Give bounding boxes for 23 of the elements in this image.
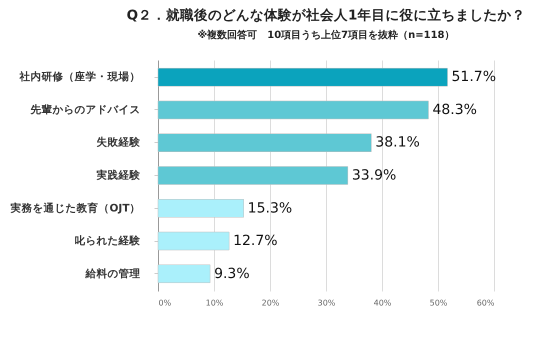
x-tick-label: 50% [430, 298, 448, 308]
y-tick-label: 失敗経験 [96, 136, 142, 149]
x-tick-label: 20% [262, 298, 280, 308]
x-tick-label: 40% [374, 298, 392, 308]
y-tick-label: 社内研修（座学・現場） [18, 70, 140, 84]
data-label: 51.7% [452, 69, 496, 86]
data-label: 48.3% [432, 102, 477, 118]
y-tick-label: 実践経験 [96, 168, 142, 182]
data-label: 9.3% [214, 266, 250, 282]
y-tick-label: 先輩からのアドバイス [30, 102, 140, 116]
x-tick-label: 10% [206, 298, 224, 308]
x-tick-label: 0% [158, 298, 172, 308]
x-tick-label: 30% [318, 298, 336, 308]
data-label: 33.9% [352, 168, 396, 184]
y-tick-label: 叱られた経験 [74, 234, 142, 248]
data-label: 15.3% [248, 200, 292, 216]
data-label: 38.1% [375, 134, 420, 151]
y-tick-label: 給料の管理 [84, 266, 140, 280]
data-label: 12.7% [233, 233, 278, 250]
chart-subtitle: ※複数回答可 10項目うち上位7項目を抜粋（n=118） [198, 29, 454, 41]
x-tick-label: 60% [476, 298, 495, 308]
y-tick-label: 実務を通じた教育（OJT） [10, 201, 140, 214]
chart-title: Q２．就職後のどんな体験が社会人1年目に役に立ちましたか？ [126, 6, 526, 24]
